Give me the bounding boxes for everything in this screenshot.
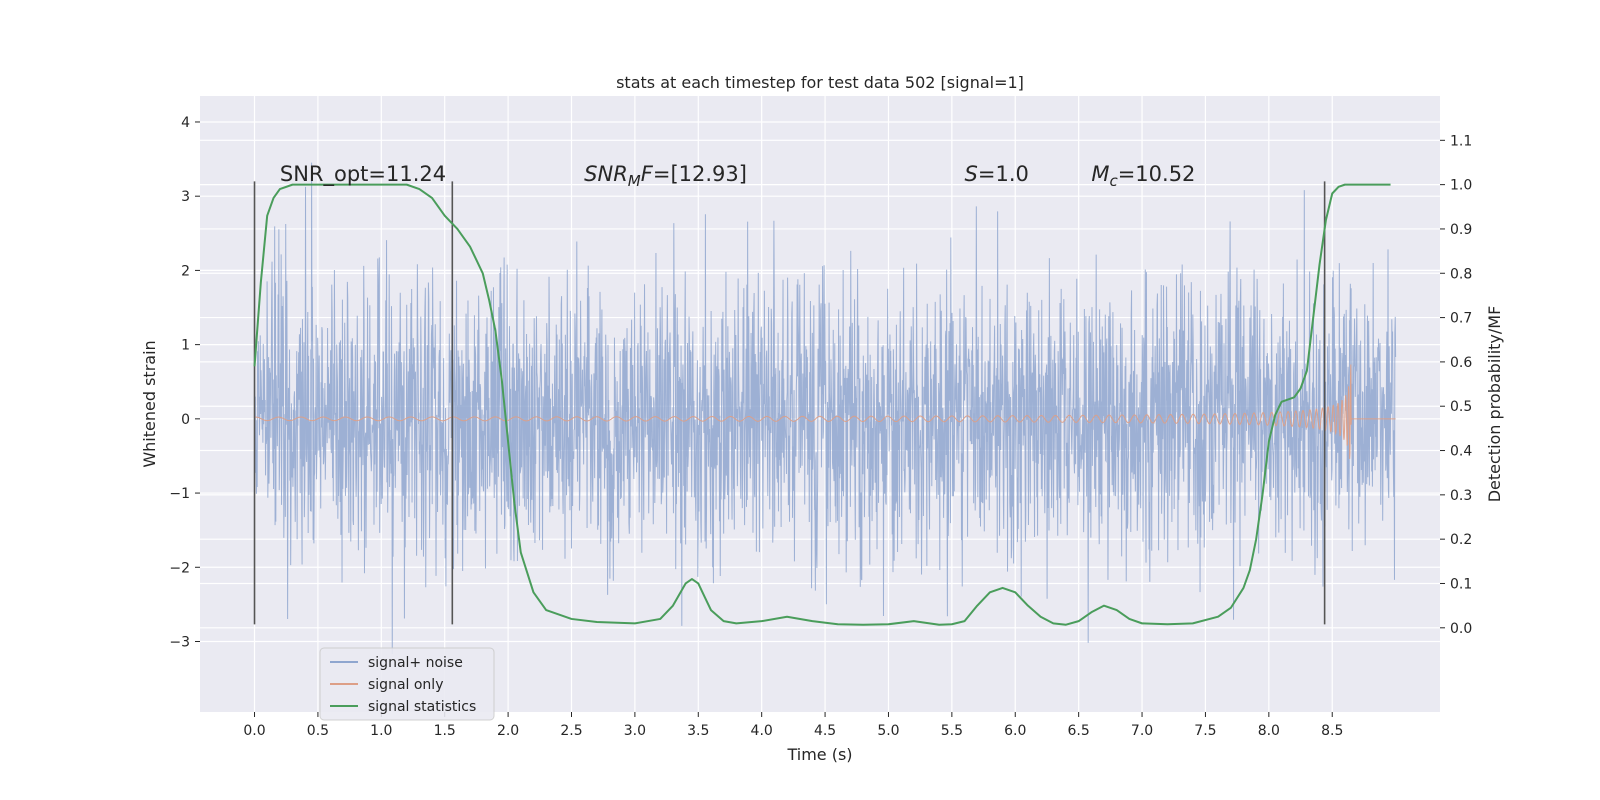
y-left-tick-label: −3	[169, 634, 190, 650]
stat-annotation: S=1.0	[965, 162, 1029, 186]
x-tick-label: 8.0	[1258, 723, 1280, 739]
ticks: 0.0 0.5 1.0 1.5 2.0 2.5 3.0 3.5 4.0 4.5 5.0 5.5 6.0 6…	[169, 115, 1472, 739]
legend-label-signal-only: signal only	[368, 677, 443, 693]
x-tick-label: 5.0	[877, 723, 899, 739]
legend-label-signal-statistics: signal statistics	[368, 699, 476, 715]
x-tick-label: 4.0	[751, 723, 773, 739]
x-tick-label: 7.0	[1131, 723, 1153, 739]
x-tick-label: 7.5	[1194, 723, 1216, 739]
y-left-tick-label: 0	[181, 412, 190, 428]
x-tick-label: 2.5	[560, 723, 582, 739]
stat-annotation: SNRMF=[12.93]	[584, 162, 747, 190]
y-left-tick-label: 1	[181, 338, 190, 354]
x-axis-label: Time (s)	[786, 745, 852, 764]
x-tick-label: 3.5	[687, 723, 709, 739]
y-right-tick-label: 0.6	[1450, 355, 1472, 371]
y-right-tick-label: 0.9	[1450, 222, 1472, 238]
y-right-tick-label: 0.3	[1450, 488, 1472, 504]
y-right-tick-label: 0.1	[1450, 576, 1472, 592]
chart-title: stats at each timestep for test data 502…	[616, 73, 1024, 92]
x-tick-label: 6.5	[1068, 723, 1090, 739]
y-right-tick-label: 0.8	[1450, 266, 1472, 282]
stat-annotation: SNR_opt=11.24	[280, 162, 446, 187]
annotations: SNR_opt=11.24 SNRMF=[12.93] S=1.0 Mc=10.52	[280, 162, 1196, 190]
x-tick-label: 4.5	[814, 723, 836, 739]
y-right-tick-label: 0.5	[1450, 399, 1472, 415]
y-right-tick-label: 0.7	[1450, 311, 1472, 327]
x-tick-label: 0.5	[307, 723, 329, 739]
x-tick-label: 5.5	[941, 723, 963, 739]
legend-label-signal-plus-noise: signal+ noise	[368, 655, 463, 671]
vertical-markers	[253, 181, 1326, 625]
y-left-tick-label: 4	[181, 115, 190, 131]
y-right-tick-label: 0.4	[1450, 444, 1472, 460]
series-signal-statistics	[253, 183, 1391, 626]
x-tick-label: 8.5	[1321, 723, 1343, 739]
x-tick-label: 0.0	[243, 723, 265, 739]
x-tick-label: 3.0	[624, 723, 646, 739]
legend: signal+ noise signal only signal statist…	[319, 647, 495, 721]
y-axis-left-label: Whitened strain	[140, 340, 159, 467]
x-tick-label: 6.0	[1004, 723, 1026, 739]
y-left-tick-label: −1	[169, 486, 190, 502]
signal-only-line	[254, 364, 1396, 459]
y-right-tick-label: 0.2	[1450, 532, 1472, 548]
y-axis-right-label: Detection probability/MF	[1485, 306, 1504, 503]
x-tick-label: 2.0	[497, 723, 519, 739]
x-tick-label: 1.0	[370, 723, 392, 739]
signal-statistics-line	[253, 183, 1391, 626]
series-signal-plus-noise	[254, 162, 1397, 655]
signal-plus-noise-line	[254, 162, 1397, 655]
x-tick-label: 1.5	[434, 723, 456, 739]
y-right-tick-label: 1.0	[1450, 178, 1472, 194]
y-right-tick-label: 1.1	[1450, 133, 1472, 149]
series-signal-only	[254, 364, 1396, 459]
y-left-tick-label: −2	[169, 560, 190, 576]
stat-annotation: Mc=10.52	[1091, 162, 1195, 190]
y-right-tick-label: 0.0	[1450, 621, 1472, 637]
y-left-tick-label: 3	[181, 189, 190, 205]
legend-box	[319, 647, 495, 721]
y-left-tick-label: 2	[181, 263, 190, 279]
